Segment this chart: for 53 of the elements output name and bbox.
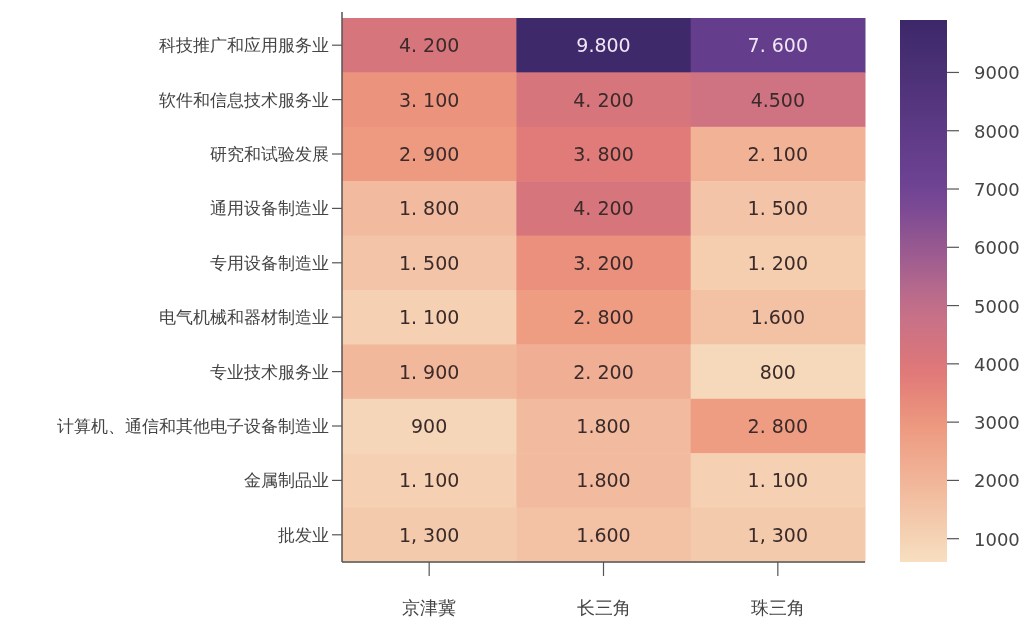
data-label: 2. 900 (398, 143, 460, 165)
data-label: 1. 800 (398, 197, 460, 220)
data-label: 3. 200 (573, 251, 634, 274)
color-bar-label: 5000 (974, 295, 1020, 317)
data-label: 3. 100 (398, 88, 460, 111)
y-tick-label: 专业技术服务业 (210, 361, 329, 382)
data-label: 7. 600 (747, 34, 809, 57)
data-label: 4.500 (750, 88, 806, 111)
y-tick-label: 批发业 (278, 524, 329, 545)
x-tick-label: 京津冀 (402, 597, 457, 618)
data-label: 1, 300 (398, 523, 460, 546)
y-tick-label: 科技推广和应用服务业 (159, 35, 329, 56)
x-tick-label: 珠三角 (750, 597, 805, 618)
data-label: 1. 500 (398, 251, 460, 274)
data-label: 4. 200 (398, 34, 460, 57)
colorbar: 1000 2000 3000 4000 5000 6000 7000 8000 9000 (900, 20, 1020, 562)
color-bar-label: 1000 (974, 528, 1020, 550)
y-tick-label: 通用设备制造业 (210, 198, 329, 219)
data-label: 900 (411, 415, 448, 437)
y-tick-label: 电气机械和器材制造业 (159, 307, 329, 328)
data-label: 1. 200 (747, 251, 809, 274)
color-bar-label: 4000 (974, 353, 1020, 375)
color-bar-label: 7000 (974, 179, 1020, 201)
y-tick-label: 研究和试验发展 (210, 144, 329, 164)
data-label: 1. 100 (398, 306, 460, 329)
data-label: 2. 200 (573, 360, 634, 383)
data-label: 1. 100 (398, 469, 460, 492)
color-bar-label: 9000 (974, 62, 1020, 84)
data-label: 1, 300 (747, 523, 809, 546)
data-label: 2. 800 (573, 306, 634, 329)
data-label: 1. 900 (398, 360, 460, 383)
y-tick-label: 软件和信息技术服务业 (159, 89, 329, 110)
x-tick-label: 长三角 (576, 597, 631, 618)
data-label: 800 (759, 360, 796, 383)
data-label: 4. 200 (573, 88, 634, 111)
data-label: 1.600 (750, 306, 806, 329)
data-label: 2. 100 (747, 143, 809, 165)
color-bar-label: 2000 (974, 470, 1020, 492)
color-bar-label: 3000 (974, 412, 1020, 434)
data-label: 2. 800 (747, 415, 809, 437)
data-label: 1. 500 (747, 197, 809, 220)
data-label: 1.600 (576, 523, 631, 546)
data-label: 9.800 (576, 34, 631, 57)
data-label: 1. 100 (747, 469, 809, 492)
color-bar-label: 8000 (974, 120, 1020, 142)
data-label: 1.800 (576, 415, 631, 437)
data-label: 4. 200 (573, 197, 634, 220)
y-tick-label: 专用设备制造业 (210, 252, 329, 273)
y-tick-label: 金属制品业 (244, 470, 329, 491)
data-label: 3. 800 (573, 143, 634, 165)
data-label: 1.800 (576, 469, 631, 492)
y-tick-label: 计算机、通信和其他电子设备制造业 (57, 416, 329, 436)
color-bar-label: 6000 (974, 237, 1020, 259)
